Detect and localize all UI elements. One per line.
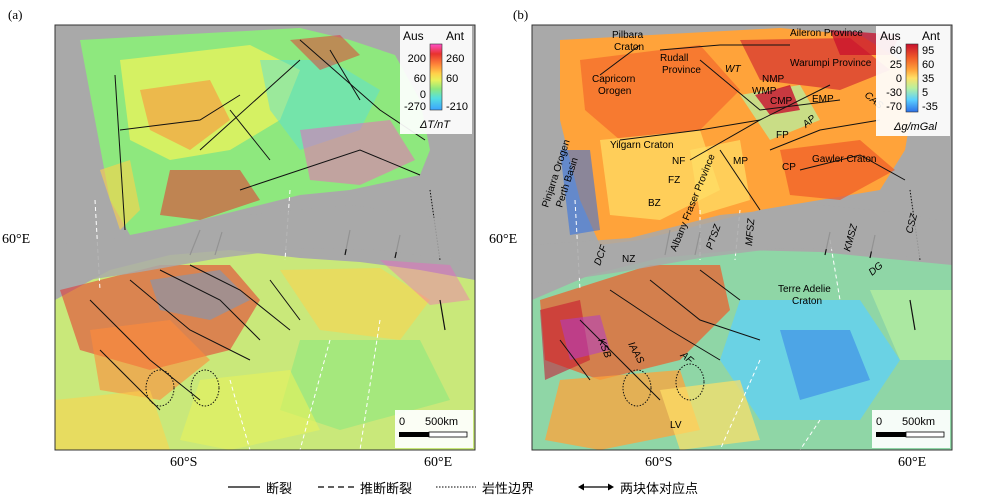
cb-a-right-tick: 60	[446, 73, 458, 85]
label-gawler: Gawler Craton	[812, 154, 876, 165]
label-fp: FP	[776, 130, 789, 141]
label-pilbara: Pilbara	[612, 30, 644, 41]
cb-a-right-tick: -210	[446, 101, 468, 113]
label-csz: CSZ	[904, 212, 920, 235]
label-lv: LV	[670, 420, 682, 431]
legend-inferred-fault-label: 推断断裂	[360, 481, 413, 497]
antarctica-gravity-raster	[532, 250, 952, 450]
label-emp: EMP	[812, 94, 834, 105]
label-nf: NF	[672, 156, 685, 167]
legend-fault-label: 断裂	[266, 481, 293, 497]
lith-boundaries-a	[145, 189, 441, 407]
panel-a-label: (a)	[8, 7, 22, 22]
panel-a: (a)	[2, 7, 476, 470]
cb-a-left-tick: 60	[414, 73, 426, 85]
panel-a-left-axis-label: 60°E	[2, 232, 30, 247]
label-nz: NZ	[622, 254, 635, 265]
scalebar-b: 0 500km	[872, 410, 950, 448]
colorbar-b-unit: Δg/mGal	[893, 121, 937, 133]
scalebar-b-start: 0	[876, 416, 882, 428]
cb-b-left-tick: 25	[890, 59, 902, 71]
colorbar-a-unit: ΔT/nT	[419, 119, 451, 131]
australia-magnetic-raster	[80, 28, 430, 235]
cb-b-right-tick: 95	[922, 45, 934, 57]
colorbar-a-left-header: Aus	[403, 29, 424, 43]
cb-a-right-tick: 260	[446, 53, 464, 65]
solid-line-icon	[228, 486, 260, 488]
double-arrow-icon	[578, 483, 614, 491]
scalebar-a: 0 500km	[395, 410, 473, 448]
label-wt: WT	[725, 64, 741, 75]
panel-b: (b)	[489, 7, 953, 470]
cb-b-right-tick: 35	[922, 73, 934, 85]
legend-lith-boundary-label: 岩性边界	[482, 481, 535, 497]
panel-b-label: (b)	[513, 7, 528, 22]
fault-lines-b	[559, 44, 906, 401]
label-pilbara-craton: Craton	[614, 42, 644, 53]
label-bz: BZ	[648, 198, 661, 209]
dotted-line-icon	[436, 486, 476, 488]
label-capricorn: Capricorn	[592, 74, 635, 85]
legend-fault: 断裂	[228, 478, 293, 497]
panel-b-left-axis-label: 60°E	[489, 232, 517, 247]
cb-a-left-tick: -270	[404, 101, 426, 113]
cb-b-left-tick: -70	[886, 101, 902, 113]
label-fz: FZ	[668, 175, 680, 186]
panel-a-bottom-label-1: 60°S	[170, 455, 197, 470]
scalebar-a-end: 500km	[425, 416, 458, 428]
cb-b-left-tick: 60	[890, 45, 902, 57]
cb-b-left-tick: -30	[886, 87, 902, 99]
colorbar-b: Aus Ant 60 25 0 -30 -70 95 60 35 5 -35 Δ…	[876, 26, 950, 136]
legend-conjugate-point: 两块体对应点	[578, 478, 699, 497]
colorbar-a: Aus Ant 200 60 0 -270 260 60 -210 ΔT/nT	[400, 26, 472, 134]
dashed-line-icon	[318, 486, 354, 488]
cb-b-left-tick: 0	[896, 73, 902, 85]
label-wmp: WMP	[752, 86, 777, 97]
panel-b-frame	[531, 24, 953, 451]
scalebar-b-end: 500km	[902, 416, 935, 428]
cb-b-right-tick: 60	[922, 59, 934, 71]
label-cmp: CMP	[770, 96, 793, 107]
australia-gravity-raster	[560, 28, 912, 245]
cb-b-right-tick: -35	[922, 101, 938, 113]
colorbar-b-right-header: Ant	[922, 29, 941, 43]
map-legend: 断裂 推断断裂 岩性边界 两块体对应点	[0, 478, 1000, 498]
antarctica-magnetic-raster	[55, 250, 475, 450]
panel-b-bottom-label-2: 60°E	[898, 455, 926, 470]
legend-inferred-fault: 推断断裂	[318, 478, 413, 497]
label-terre-adelie-craton: Craton	[792, 296, 822, 307]
rift-gap-a	[55, 205, 475, 285]
label-aileron: Aileron Province	[790, 28, 863, 39]
colorbar-b-left-header: Aus	[880, 29, 901, 43]
label-warumpi: Warumpi Province	[790, 58, 872, 69]
label-capricorn-orogen: Orogen	[598, 86, 631, 97]
label-mfsz: MFSZ	[744, 217, 757, 246]
cb-b-right-tick: 5	[922, 87, 928, 99]
legend-lith-boundary: 岩性边界	[436, 478, 535, 497]
label-yilgarn: Yilgarn Craton	[610, 140, 674, 151]
label-rudall-province: Province	[662, 65, 701, 76]
panel-a-bottom-label-2: 60°E	[424, 455, 452, 470]
panel-b-bottom-label-1: 60°S	[645, 455, 672, 470]
cb-a-left-tick: 200	[408, 53, 426, 65]
label-terre-adelie: Terre Adelie	[778, 284, 831, 295]
panel-a-frame	[54, 24, 476, 451]
label-rudall: Rudall	[660, 53, 688, 64]
label-cp: CP	[782, 162, 796, 173]
label-mp: MP	[733, 156, 748, 167]
colorbar-a-right-header: Ant	[446, 29, 465, 43]
fault-lines-a	[89, 39, 426, 411]
legend-conjugate-point-label: 两块体对应点	[620, 481, 699, 497]
label-nmp: NMP	[762, 74, 785, 85]
scalebar-a-start: 0	[399, 416, 405, 428]
rift-gap-b	[532, 205, 952, 285]
lith-boundaries-b	[622, 189, 921, 407]
cb-a-left-tick: 0	[420, 89, 426, 101]
